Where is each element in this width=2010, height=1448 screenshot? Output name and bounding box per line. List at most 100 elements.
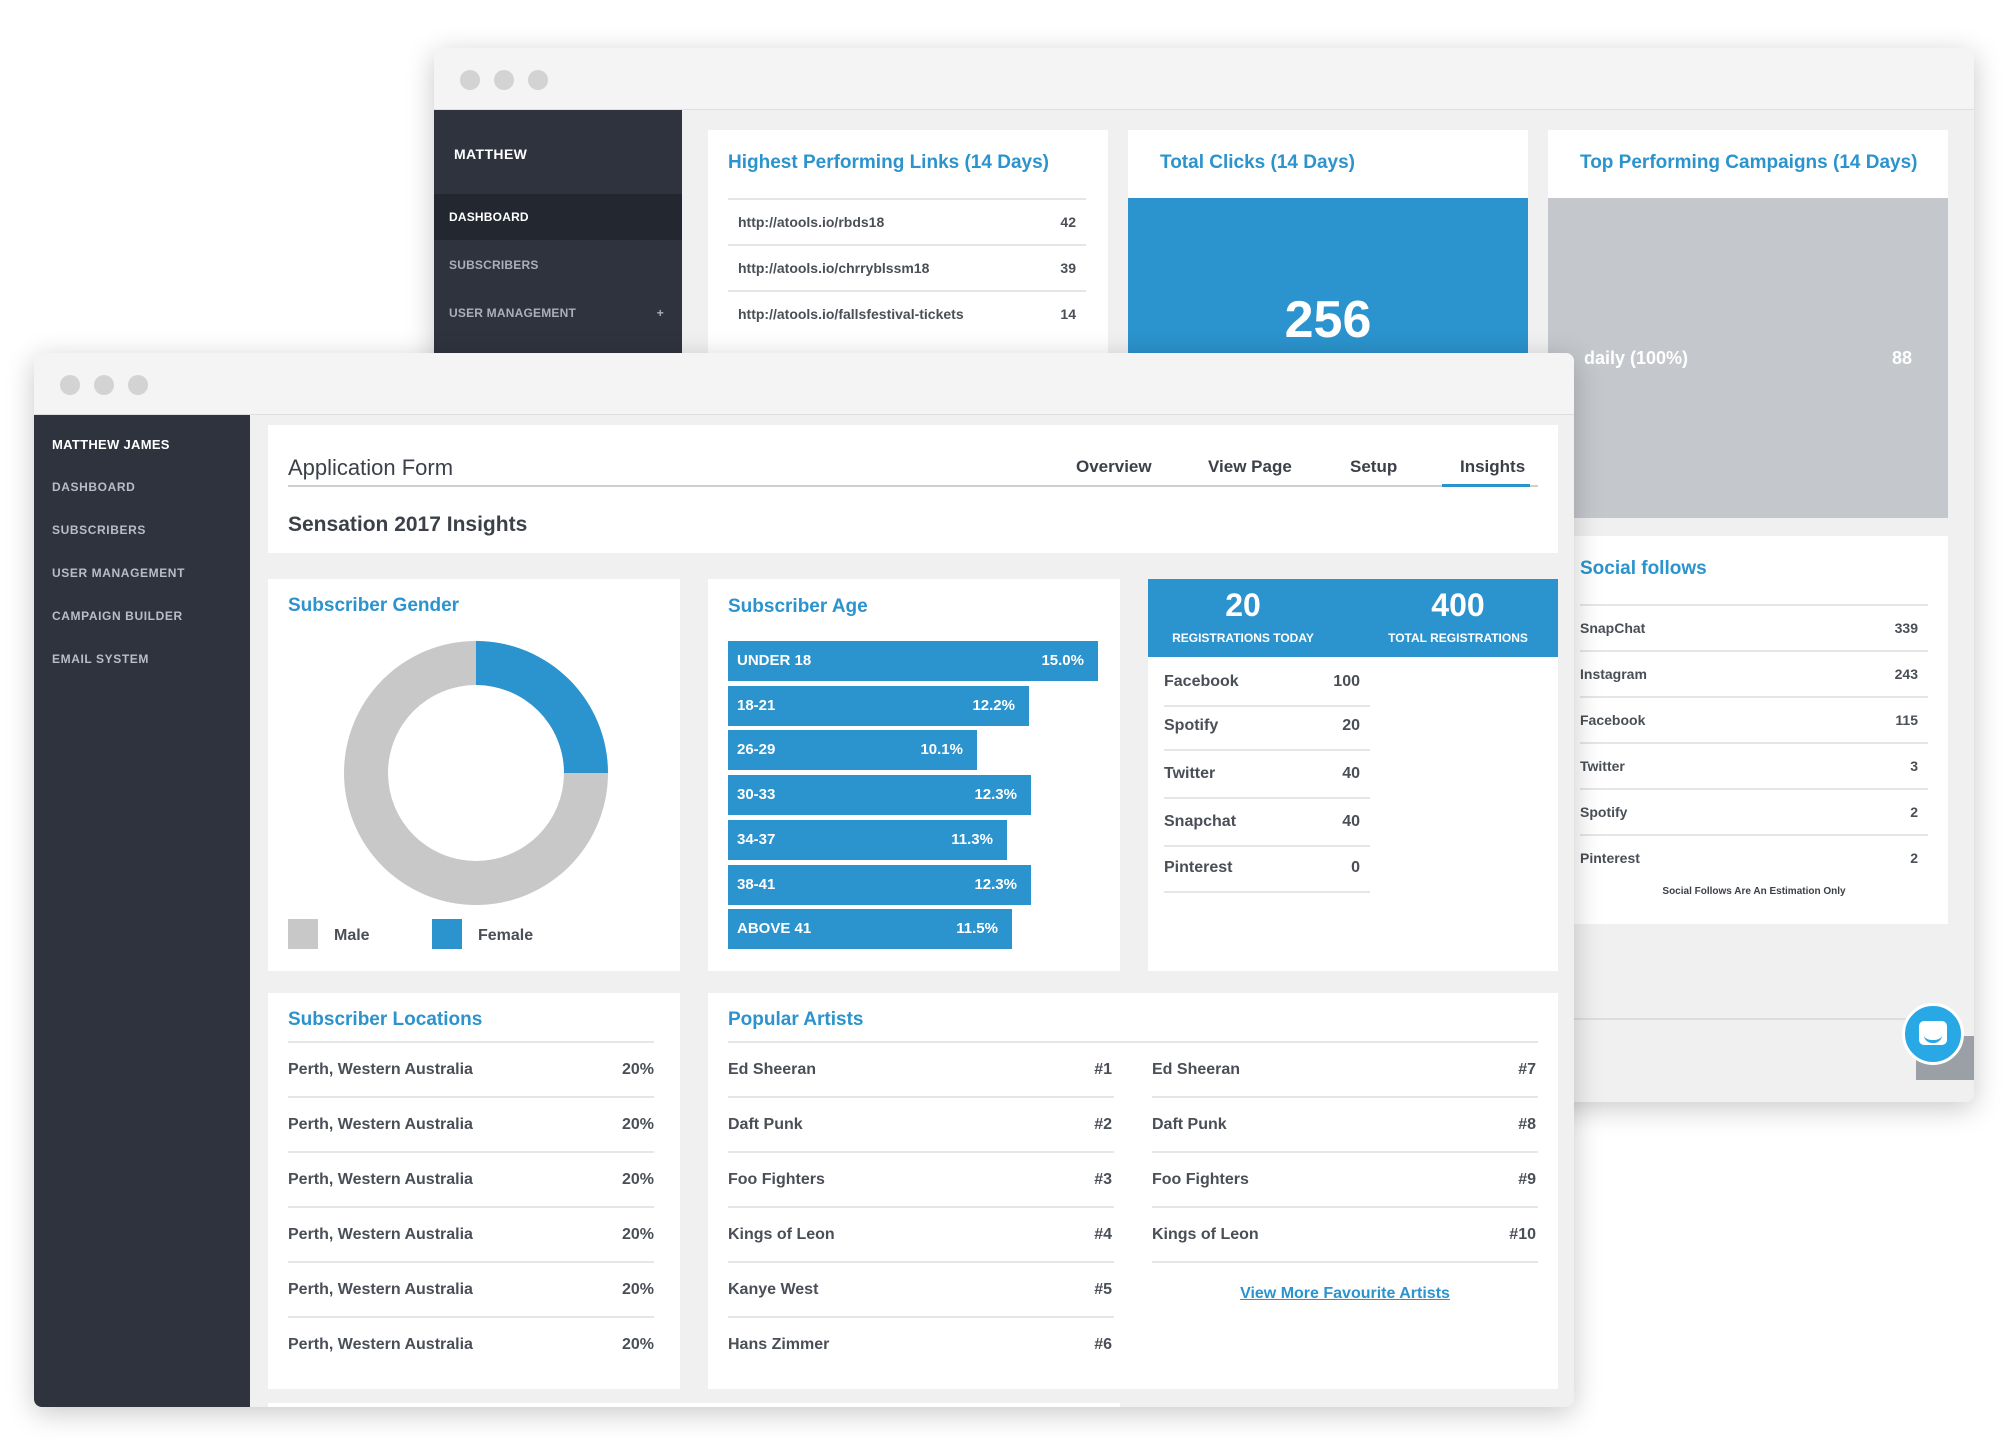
artist-row: Hans Zimmer #6 (728, 1318, 1114, 1373)
front-sidebar: MATTHEW JAMES DASHBOARD SUBSCRIBERS USER… (34, 415, 250, 1407)
window-maximize-dot[interactable] (528, 70, 548, 90)
sidebar-item-dashboard[interactable]: DASHBOARD (52, 480, 136, 494)
age-bar[interactable]: 34-37 11.3% (728, 819, 1007, 860)
sidebar-item-dashboard[interactable]: DASHBOARD (434, 194, 682, 240)
link-url[interactable]: http://atools.io/rbds18 (738, 214, 885, 230)
location-name: Perth, Western Australia (288, 1281, 473, 1298)
total-clicks-value: 256 (1284, 291, 1372, 349)
sidebar-item-campaign-builder[interactable]: CAMPAIGN BUILDER (52, 609, 183, 623)
artist-name: Foo Fighters (1152, 1171, 1249, 1188)
legend-swatch-female (432, 919, 462, 949)
social-follows-card: Social follows SnapChat 339 Instagram 243 … (1548, 536, 1948, 924)
location-percent: 20% (621, 1336, 654, 1353)
link-count: 14 (1060, 306, 1076, 322)
donut-slice-female[interactable] (476, 641, 608, 773)
age-bar[interactable]: 26-29 10.1% (728, 730, 977, 771)
social-value: 243 (1894, 666, 1918, 682)
age-bar-value: 12.2% (972, 696, 1015, 714)
card-title: Social follows (1580, 558, 1707, 579)
age-bar-label: 38-41 (737, 875, 776, 893)
tab-overview[interactable]: Overview (1076, 457, 1152, 476)
link-url[interactable]: http://atools.io/chrryblssm18 (738, 260, 930, 276)
age-bar[interactable]: 30-33 12.3% (728, 775, 1031, 816)
sidebar-item-subscribers[interactable]: SUBSCRIBERS (434, 242, 682, 288)
sidebar-item-email-system[interactable]: EMAIL SYSTEM (52, 652, 149, 666)
divider (1548, 1018, 1948, 1020)
registrations-summary: 20 REGISTRATIONS TODAY 400 TOTAL REGISTR… (1148, 579, 1558, 657)
link-url[interactable]: http://atools.io/fallsfestival-tickets (738, 306, 964, 322)
window-titlebar (434, 48, 1974, 110)
social-row: Facebook 115 (1580, 696, 1928, 742)
view-more-artists-link[interactable]: View More Favourite Artists (1240, 1285, 1450, 1302)
link-row[interactable]: http://atools.io/rbds18 42 (728, 198, 1086, 244)
artist-rank: #8 (1518, 1116, 1536, 1133)
location-row: Perth, Western Australia 20% (288, 1098, 654, 1153)
sidebar-item-label: USER MANAGEMENT (449, 306, 577, 320)
top-campaigns-card: Top Performing Campaigns (14 Days) daily… (1548, 130, 1948, 518)
card-title: Total Clicks (14 Days) (1160, 152, 1356, 173)
registrations-card: 20 REGISTRATIONS TODAY 400 TOTAL REGISTR… (1148, 579, 1558, 971)
window-close-dot[interactable] (460, 70, 480, 90)
legend-label-female: Female (478, 927, 534, 944)
artist-name: Foo Fighters (728, 1171, 825, 1188)
window-close-dot[interactable] (60, 375, 80, 395)
social-row: SnapChat 339 (1580, 604, 1928, 650)
window-minimize-dot[interactable] (94, 375, 114, 395)
plus-icon[interactable]: + (656, 306, 664, 320)
tab-setup[interactable]: Setup (1350, 457, 1398, 476)
age-bar-value: 10.1% (920, 741, 963, 759)
active-tab-indicator (1442, 484, 1530, 487)
location-percent: 20% (621, 1061, 654, 1078)
card-title: Subscriber Locations (288, 1009, 483, 1030)
social-row: Instagram 243 (1580, 650, 1928, 696)
age-bar[interactable]: ABOVE 41 11.5% (728, 909, 1012, 950)
artist-row: Daft Punk #2 (728, 1098, 1114, 1153)
source-name: Twitter (1164, 765, 1216, 782)
artist-rank: #9 (1518, 1171, 1536, 1188)
age-bar[interactable]: 18-21 12.2% (728, 685, 1029, 726)
social-value: 2 (1910, 804, 1918, 820)
total-registrations-label: TOTAL REGISTRATIONS (1388, 631, 1528, 645)
location-row: Perth, Western Australia 20% (288, 1043, 654, 1098)
window-maximize-dot[interactable] (128, 375, 148, 395)
social-row: Spotify 2 (1580, 788, 1928, 834)
legend-label-male: Male (334, 927, 370, 944)
artist-rank: #2 (1094, 1116, 1112, 1133)
link-row[interactable]: http://atools.io/fallsfestival-tickets 14 (728, 290, 1086, 336)
social-value: 2 (1910, 850, 1918, 866)
link-row[interactable]: http://atools.io/chrryblssm18 39 (728, 244, 1086, 290)
chat-widget-button[interactable] (1902, 1003, 1964, 1065)
tab-insights[interactable]: Insights (1460, 457, 1526, 476)
sidebar-item-user-management[interactable]: USER MANAGEMENT (52, 566, 186, 580)
sidebar-item-user-management[interactable]: USER MANAGEMENT + (434, 290, 682, 336)
location-percent: 20% (621, 1171, 654, 1188)
artist-row: Daft Punk #8 (1152, 1098, 1538, 1153)
source-name: Facebook (1164, 673, 1239, 690)
age-bar-value: 11.3% (951, 830, 993, 848)
social-footnote: Social Follows Are An Estimation Only (1662, 886, 1846, 897)
sidebar-item-subscribers[interactable]: SUBSCRIBERS (52, 523, 146, 537)
campaign-bar[interactable]: daily (100%) 88 (1548, 198, 1948, 518)
location-row: Perth, Western Australia 20% (288, 1263, 654, 1318)
source-value: 40 (1342, 765, 1360, 782)
source-name: Pinterest (1164, 859, 1233, 876)
age-bar[interactable]: 38-41 12.3% (728, 864, 1031, 905)
window-titlebar (34, 353, 1574, 415)
campaign-label: daily (100%) (1584, 348, 1689, 368)
social-value: 3 (1910, 758, 1918, 774)
card-title: Top Performing Campaigns (14 Days) (1580, 152, 1918, 173)
age-bar-label: 26-29 (737, 741, 776, 759)
window-minimize-dot[interactable] (494, 70, 514, 90)
registration-source-row: Spotify 20 (1164, 703, 1370, 751)
age-bar[interactable]: UNDER 18 15.0% (728, 641, 1098, 681)
donut-slice-male[interactable] (344, 641, 608, 905)
age-bar-value: 11.5% (956, 920, 998, 938)
sidebar-brand: MATTHEW JAMES (52, 437, 170, 452)
tab-view-page[interactable]: View Page (1208, 457, 1292, 476)
registration-source-row: Snapchat 40 (1164, 799, 1370, 847)
card-title: Highest Performing Links (14 Days) (728, 152, 1049, 173)
social-name: SnapChat (1580, 620, 1646, 636)
artist-rank: #4 (1094, 1226, 1112, 1243)
link-count: 39 (1060, 260, 1076, 276)
location-name: Perth, Western Australia (288, 1116, 473, 1133)
